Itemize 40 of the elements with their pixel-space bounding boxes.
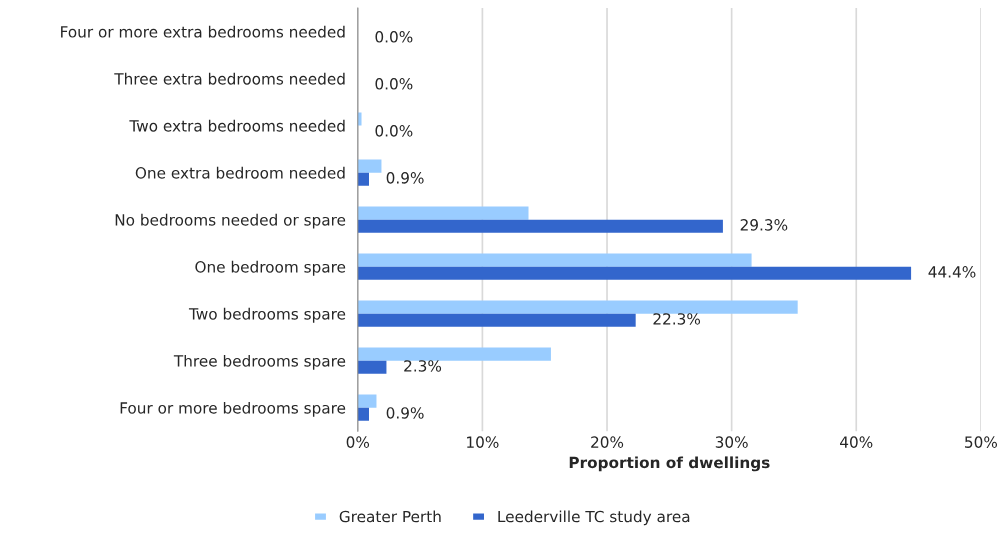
bar: [357, 112, 362, 126]
x-tick-label: 40%: [840, 436, 873, 448]
y-tick-label: Two extra bedrooms needed: [129, 119, 345, 132]
data-label: 44.4%: [928, 266, 976, 278]
bar: [357, 360, 387, 374]
x-axis-title: Proportion of dwellings: [569, 456, 770, 472]
x-tick-label: 50%: [965, 436, 998, 448]
bar: [357, 313, 636, 327]
y-tick-label: Four or more bedrooms spare: [120, 401, 346, 417]
data-label: 0.0%: [375, 31, 413, 43]
data-label: 2.3%: [404, 360, 442, 372]
data-label: 0.0%: [375, 78, 413, 90]
data-label: 0.9%: [386, 172, 424, 184]
data-label: 0.9%: [386, 407, 424, 419]
bar: [357, 219, 723, 233]
legend-label: Leederville TC study area: [498, 510, 690, 526]
x-tick-label: 20%: [591, 436, 624, 448]
y-tick-label: Four or more extra bedrooms needed: [61, 25, 345, 38]
y-tick-label: No bedrooms needed or spare: [115, 213, 346, 229]
data-label: 22.3%: [653, 313, 701, 325]
bar: [357, 394, 377, 408]
bar: [357, 206, 529, 220]
bar: [357, 266, 912, 280]
y-tick-label: One bedroom spare: [195, 260, 346, 276]
data-label: 29.3%: [740, 219, 788, 231]
y-tick-label: Three bedrooms spare: [173, 354, 346, 370]
data-label: 0.0%: [375, 125, 413, 137]
bar: [357, 253, 752, 267]
bar: [357, 172, 369, 186]
x-tick-label: 10%: [467, 436, 499, 448]
y-tick-label: Two bedrooms spare: [188, 307, 346, 323]
bar: [357, 407, 369, 421]
bar: [357, 300, 798, 314]
y-tick-label: One extra bedroom needed: [135, 166, 345, 179]
bar: [357, 347, 551, 361]
y-tick-label: Three extra bedrooms needed: [114, 72, 345, 85]
x-tick-label: 0%: [346, 436, 370, 448]
x-tick-label: 30%: [715, 436, 748, 448]
legend-label: Greater Perth: [339, 510, 441, 523]
bar: [357, 159, 382, 173]
